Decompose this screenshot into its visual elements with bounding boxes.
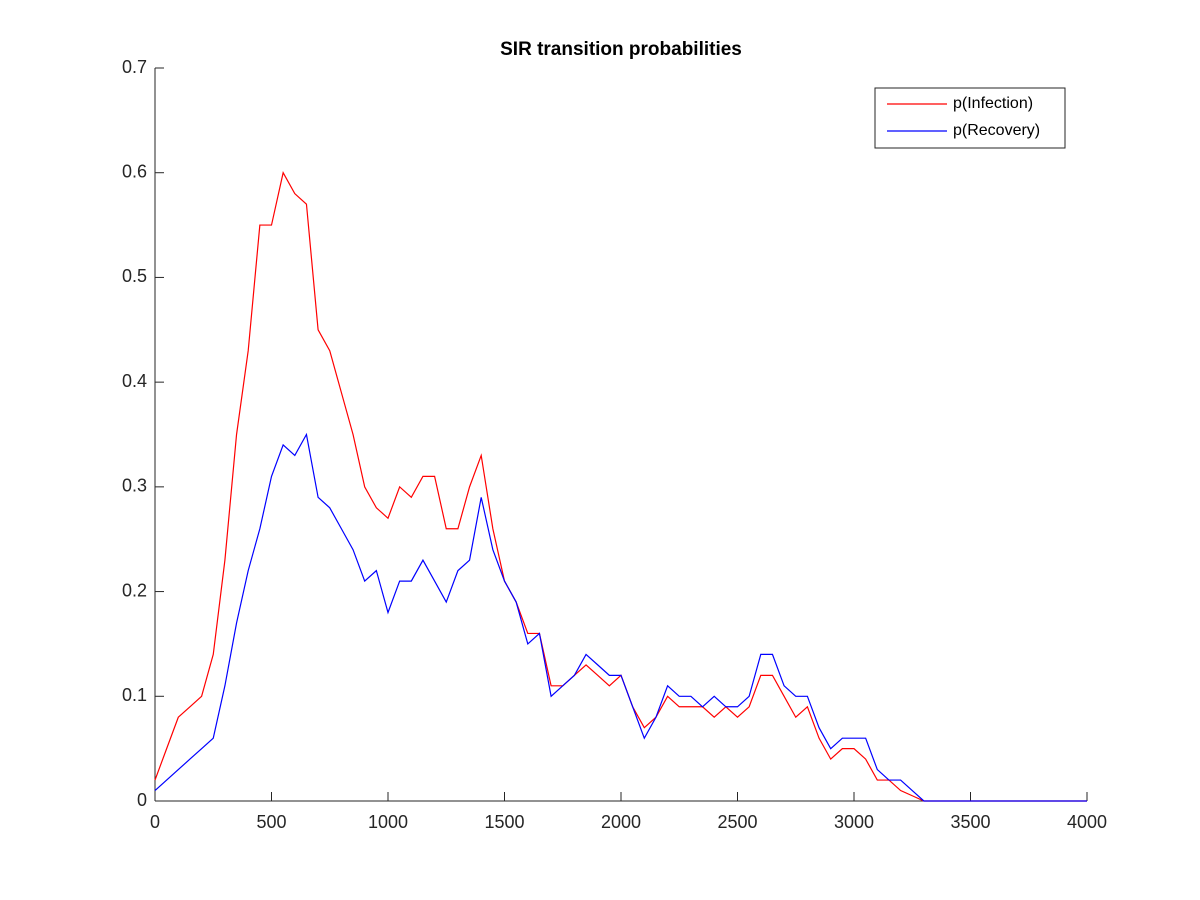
x-tick-label: 3000	[834, 812, 874, 832]
x-tick-label: 2500	[717, 812, 757, 832]
x-tick-label: 2000	[601, 812, 641, 832]
y-tick-label: 0.5	[122, 266, 147, 286]
x-tick-label: 0	[150, 812, 160, 832]
y-tick-label: 0.7	[122, 57, 147, 77]
x-tick-label: 1500	[484, 812, 524, 832]
y-tick-label: 0.6	[122, 161, 147, 181]
x-tick-label: 4000	[1067, 812, 1107, 832]
legend-label: p(Infection)	[953, 95, 1033, 112]
y-tick-label: 0	[137, 790, 147, 810]
y-tick-label: 0.2	[122, 580, 147, 600]
x-tick-label: 3500	[950, 812, 990, 832]
chart-title: SIR transition probabilities	[500, 39, 742, 60]
x-tick-label: 500	[256, 812, 286, 832]
data-line	[154, 432, 1087, 802]
y-tick-label: 0.1	[122, 685, 147, 705]
legend-box	[874, 87, 1066, 149]
legend-label: p(Recovery)	[953, 122, 1040, 139]
y-tick-label: 0.3	[122, 476, 147, 496]
x-tick-label: 1000	[368, 812, 408, 832]
y-tick-label: 0.4	[122, 371, 147, 391]
